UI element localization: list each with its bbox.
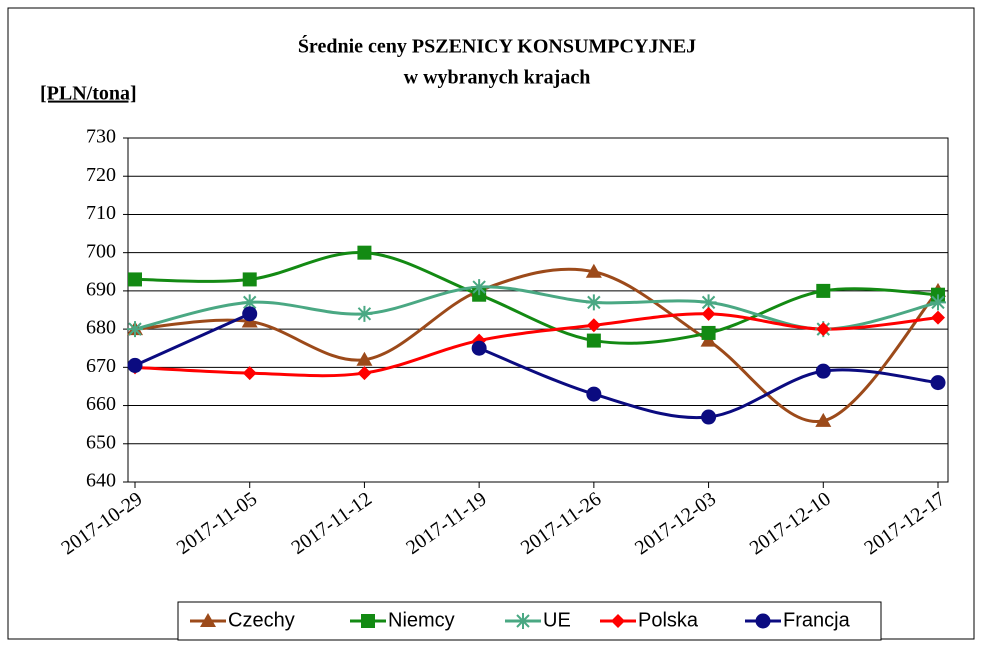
marker (356, 351, 373, 366)
series-line (134, 312, 251, 367)
y-tick-label: 670 (86, 355, 116, 377)
marker (242, 306, 258, 322)
marker (585, 294, 602, 311)
marker (357, 245, 372, 260)
marker (242, 272, 257, 287)
series-line (134, 251, 939, 345)
marker (200, 613, 216, 627)
marker (471, 340, 487, 356)
legend-label: UE (543, 609, 571, 631)
marker (471, 279, 488, 296)
legend-label: Polska (638, 609, 699, 631)
marker (586, 386, 602, 402)
marker (755, 613, 771, 629)
marker (515, 613, 531, 629)
marker (127, 357, 143, 373)
marker (361, 614, 375, 628)
marker (701, 325, 716, 340)
marker (356, 305, 373, 322)
marker (586, 333, 601, 348)
y-tick-label: 680 (86, 317, 116, 339)
legend-label: Francja (783, 609, 851, 631)
y-tick-label: 720 (86, 164, 116, 186)
marker (815, 412, 832, 427)
chart-title: Średnie ceny PSZENICY KONSUMPCYJNEJ (298, 34, 696, 58)
marker (128, 272, 142, 287)
marker (242, 366, 257, 381)
y-tick-label: 700 (86, 240, 116, 262)
marker (701, 409, 717, 425)
series-line (134, 312, 939, 378)
y-tick-label: 650 (86, 431, 116, 453)
y-tick-label: 660 (86, 393, 116, 415)
marker (815, 363, 831, 379)
y-axis-label: [PLN/tona] (40, 83, 137, 105)
marker (700, 294, 717, 311)
marker (357, 366, 372, 381)
marker (930, 375, 946, 391)
marker (611, 614, 625, 628)
marker (701, 306, 716, 321)
marker (816, 322, 831, 337)
y-tick-label: 710 (86, 202, 116, 224)
legend-label: Niemcy (388, 609, 455, 631)
marker (585, 263, 602, 278)
marker (930, 294, 946, 311)
y-tick-label: 640 (86, 470, 116, 492)
marker (241, 294, 258, 311)
y-tick-label: 690 (86, 278, 116, 300)
marker (931, 310, 945, 325)
legend-label: Czechy (228, 609, 295, 631)
y-tick-label: 730 (86, 126, 116, 148)
marker (586, 318, 601, 333)
chart-subtitle: w wybranych krajach (404, 67, 591, 89)
marker (816, 283, 831, 298)
marker (127, 321, 143, 338)
